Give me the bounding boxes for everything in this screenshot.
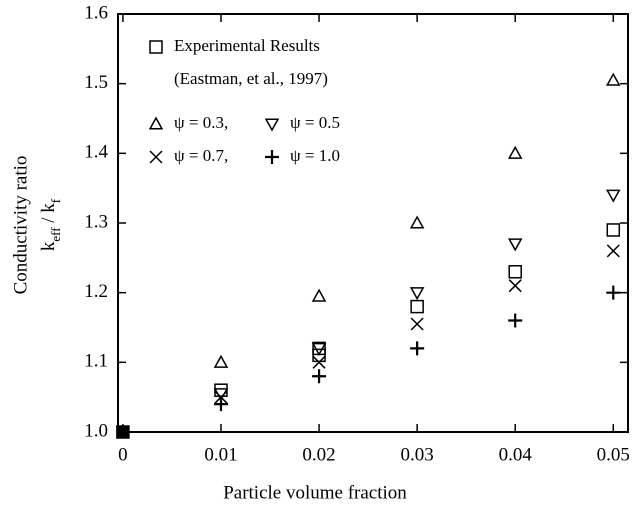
data-point xyxy=(409,215,425,229)
data-point xyxy=(606,244,620,258)
data-point xyxy=(606,72,621,86)
data-point xyxy=(508,265,522,279)
legend-label: ψ = 1.0 xyxy=(290,146,340,165)
y-axis-label: Conductivity ratio xyxy=(10,156,31,295)
legend-label: Experimental Results xyxy=(174,36,320,55)
y-tick-label: 1.2 xyxy=(84,281,108,302)
data-point xyxy=(410,341,425,356)
legend-marker xyxy=(264,118,280,132)
data-point xyxy=(507,238,523,252)
data-point xyxy=(410,299,424,314)
data-point xyxy=(213,354,229,368)
data-point xyxy=(508,279,522,293)
data-point xyxy=(606,223,621,237)
data-point xyxy=(116,425,130,439)
data-point xyxy=(311,288,327,302)
data-point xyxy=(214,383,228,397)
y-axis-formula: keff / kf xyxy=(38,198,63,251)
legend-marker xyxy=(148,116,164,130)
y-tick-label: 1.6 xyxy=(84,2,108,23)
x-tick-label: 0 xyxy=(118,444,128,465)
legend-marker xyxy=(265,150,279,164)
data-point xyxy=(508,313,523,328)
legend-label: ψ = 0.5 xyxy=(290,113,340,132)
data-point xyxy=(606,285,621,300)
y-tick-label: 1.3 xyxy=(84,211,108,232)
legend-marker xyxy=(149,40,163,54)
data-point xyxy=(312,355,326,369)
legend-label: ψ = 0.3, xyxy=(174,113,228,132)
x-tick-label: 0.01 xyxy=(204,444,237,465)
y-tick-label: 1.1 xyxy=(84,351,108,372)
data-point xyxy=(312,369,327,384)
data-point xyxy=(606,189,621,203)
y-tick-label: 1.5 xyxy=(84,72,108,93)
data-point xyxy=(311,342,327,356)
y-tick-label: 1.0 xyxy=(84,420,108,441)
legend-marker xyxy=(149,150,163,164)
data-point xyxy=(213,397,228,412)
x-tick-label: 0.02 xyxy=(302,444,335,465)
data-point xyxy=(507,145,523,159)
x-tick-label: 0.05 xyxy=(597,444,630,465)
x-axis-label: Particle volume fraction xyxy=(223,482,407,503)
data-point xyxy=(409,287,425,301)
legend-annotation: (Eastman, et al., 1997) xyxy=(174,69,328,88)
legend-label: ψ = 0.7, xyxy=(174,146,228,165)
y-tick-label: 1.4 xyxy=(84,142,108,163)
x-tick-label: 0.03 xyxy=(401,444,434,465)
data-point xyxy=(410,317,424,331)
x-tick-label: 0.04 xyxy=(499,444,533,465)
